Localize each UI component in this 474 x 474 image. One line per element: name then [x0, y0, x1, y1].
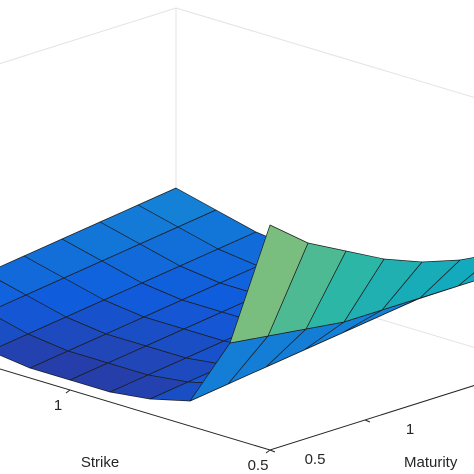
x-tick-label: 0.5	[248, 457, 269, 474]
y-axis-label: Maturity	[404, 454, 458, 471]
surface-patch	[229, 224, 309, 344]
x-axis-label: Strike	[81, 454, 119, 471]
surface	[0, 187, 474, 402]
x-tick	[265, 449, 271, 454]
x-tick-label: 1	[54, 397, 62, 414]
y-tick	[269, 449, 276, 453]
axes: 0.5 1 0.5 1	[0, 368, 474, 474]
x-tick	[65, 389, 71, 394]
wall-line	[0, 7, 177, 65]
wall-line	[175, 7, 474, 98]
y-tick	[364, 419, 371, 423]
y-tick-label: 0.5	[305, 451, 326, 468]
y-tick-label: 1	[406, 421, 414, 438]
